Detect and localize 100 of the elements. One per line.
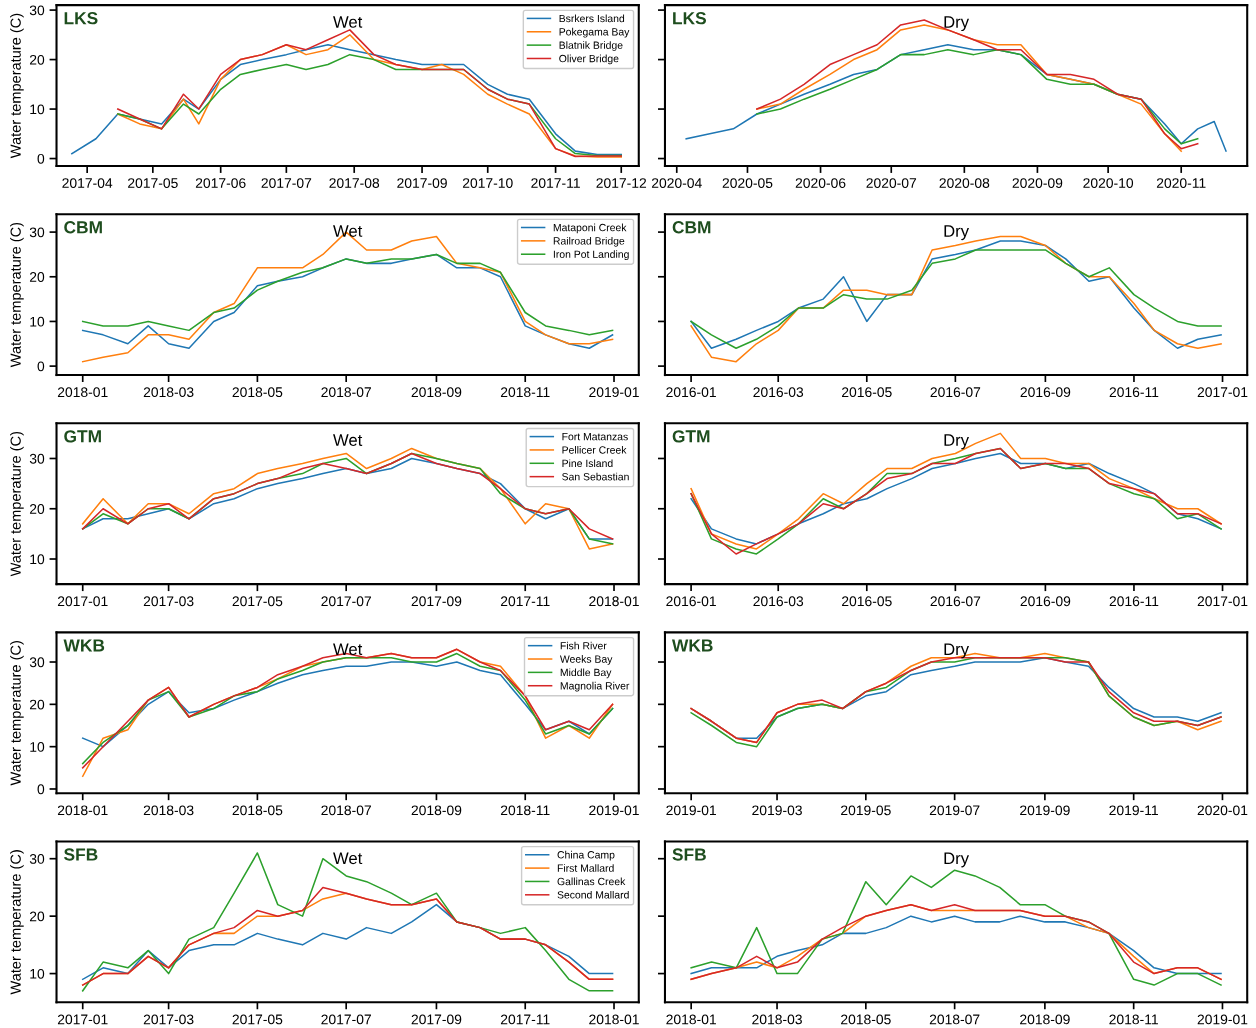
x-tick-label: 2017-12 [596, 178, 647, 188]
y-tick-label: 10 [30, 316, 45, 327]
text: Wet [333, 16, 363, 28]
y-tick-label: 10 [30, 554, 45, 565]
x-tick-label: 2018-05 [841, 1014, 891, 1025]
y-tick-label: 0 [37, 153, 45, 164]
legend-label: Weeks Bay [559, 655, 613, 665]
x-tick-label: 2018-01 [589, 1014, 639, 1025]
x-tick-label: 2017-09 [411, 596, 462, 607]
x-tick-label: 2017-01 [1197, 387, 1248, 398]
x-tick-label: 2020-09 [1012, 178, 1063, 188]
x-tick-label: 2018-11 [500, 387, 550, 398]
x-tick-label: 2016-05 [842, 387, 892, 398]
y-tick-label: 30 [29, 5, 45, 16]
x-tick-label: 2018-01 [666, 1014, 716, 1025]
x-tick-label: 2019-09 [1020, 805, 1070, 816]
x-tick-label: 2019-11 [1109, 805, 1158, 816]
annotation: SFB [672, 848, 706, 861]
x-tick-label: 2019-07 [929, 805, 980, 816]
legend-label: Iron Pot Landing [553, 250, 629, 261]
text: Dry [944, 434, 970, 450]
x-tick-label: 2017-07 [321, 596, 371, 607]
x-tick-label: 2016-11 [1109, 596, 1159, 607]
y-tick-label: 30 [29, 453, 45, 464]
x-tick-label: 2020-06 [795, 178, 846, 188]
annotation: WKB [671, 639, 713, 652]
y-axis-title: Water temperature (C) [10, 641, 24, 786]
x-tick-label: 2017-11 [500, 1014, 550, 1025]
y-tick-label: 10 [30, 742, 45, 752]
x-tick-label: 2016-05 [842, 596, 892, 607]
x-tick-label: 2018-05 [232, 805, 283, 816]
text: Wet [333, 852, 363, 865]
legend-label: Bsrkers Island [559, 14, 625, 23]
text: Dry [944, 852, 970, 868]
annotation: LKS [64, 12, 98, 25]
x-tick-label: 2017-07 [261, 178, 312, 188]
legend-label: Fish River [560, 641, 607, 650]
y-tick-label: 10 [30, 968, 45, 979]
y-tick-label: 0 [37, 361, 45, 372]
legend-label: Second Mallard [557, 890, 629, 899]
x-tick-label: 2017-05 [232, 596, 283, 607]
x-tick-label: 2016-09 [1020, 596, 1071, 607]
x-tick-label: 2017-08 [329, 178, 380, 188]
y-axis-title: Water temperature (C) [10, 850, 24, 995]
x-tick-label: 2020-04 [651, 178, 702, 188]
text: Wet [333, 643, 363, 656]
legend-label: Oliver Bridge [559, 54, 619, 65]
x-tick-label: 2018-09 [411, 387, 462, 398]
text: Dry [944, 16, 970, 32]
x-tick-label: 2017-03 [143, 596, 194, 607]
x-tick-label: 2016-11 [1109, 387, 1159, 398]
x-tick-label: 2017-05 [232, 1014, 283, 1025]
y-tick-label: 0 [37, 784, 45, 795]
x-tick-label: 2017-11 [531, 178, 580, 188]
text: Dry [944, 643, 970, 659]
x-tick-label: 2016-01 [666, 387, 716, 398]
annotation: SFB [64, 848, 98, 861]
x-tick-label: 2020-11 [1156, 178, 1206, 188]
x-tick-label: 2017-09 [411, 1014, 462, 1025]
y-tick-label: 30 [29, 657, 45, 668]
x-tick-label: 2019-05 [841, 805, 891, 816]
y-tick-label: 30 [29, 227, 45, 238]
x-tick-label: 2018-05 [232, 387, 283, 398]
legend-label: Gallinas Creek [557, 877, 626, 886]
x-tick-label: 2017-04 [62, 178, 113, 188]
legend-label: Blatnik Bridge [559, 41, 623, 51]
x-tick-label: 2016-01 [666, 596, 716, 607]
text: Wet [333, 225, 363, 237]
legend-label: Pellicer Creek [562, 446, 627, 454]
legend-label: San Sebastian [562, 472, 629, 481]
legend-label: Pine Island [562, 459, 613, 468]
x-tick-label: 2019-03 [752, 805, 802, 816]
y-tick-label: 20 [29, 272, 45, 282]
x-tick-label: 2017-07 [321, 1014, 371, 1025]
y-axis-title: Water temperature (C) [10, 431, 24, 577]
annotation: GTM [672, 430, 710, 443]
y-tick-label: 20 [29, 911, 45, 922]
x-tick-label: 2016-09 [1020, 387, 1071, 398]
x-tick-label: 2018-03 [752, 1014, 802, 1025]
x-tick-label: 2017-06 [195, 178, 246, 188]
x-tick-label: 2019-01 [666, 805, 716, 816]
y-tick-label: 10 [30, 104, 45, 115]
x-tick-label: 2016-03 [753, 596, 804, 607]
x-tick-label: 2019-01 [589, 387, 639, 398]
y-axis-title: Water temperature (C) [10, 222, 24, 368]
x-tick-label: 2018-07 [321, 805, 371, 816]
y-tick-label: 20 [29, 504, 45, 514]
text: Wet [333, 434, 363, 446]
x-tick-label: 2020-08 [939, 178, 990, 188]
x-tick-label: 2017-10 [462, 178, 513, 188]
legend-label: Middle Bay [560, 668, 612, 679]
legend-label: Railroad Bridge [553, 236, 625, 247]
annotation: CBM [64, 221, 102, 234]
legend-label: Magnolia River [560, 681, 630, 692]
legend-label: First Mallard [557, 864, 614, 872]
x-tick-label: 2018-11 [500, 805, 550, 816]
x-tick-label: 2020-01 [1197, 805, 1248, 816]
x-tick-label: 2019-01 [589, 805, 639, 816]
x-tick-label: 2018-03 [143, 387, 194, 398]
x-tick-label: 2018-01 [589, 596, 639, 607]
